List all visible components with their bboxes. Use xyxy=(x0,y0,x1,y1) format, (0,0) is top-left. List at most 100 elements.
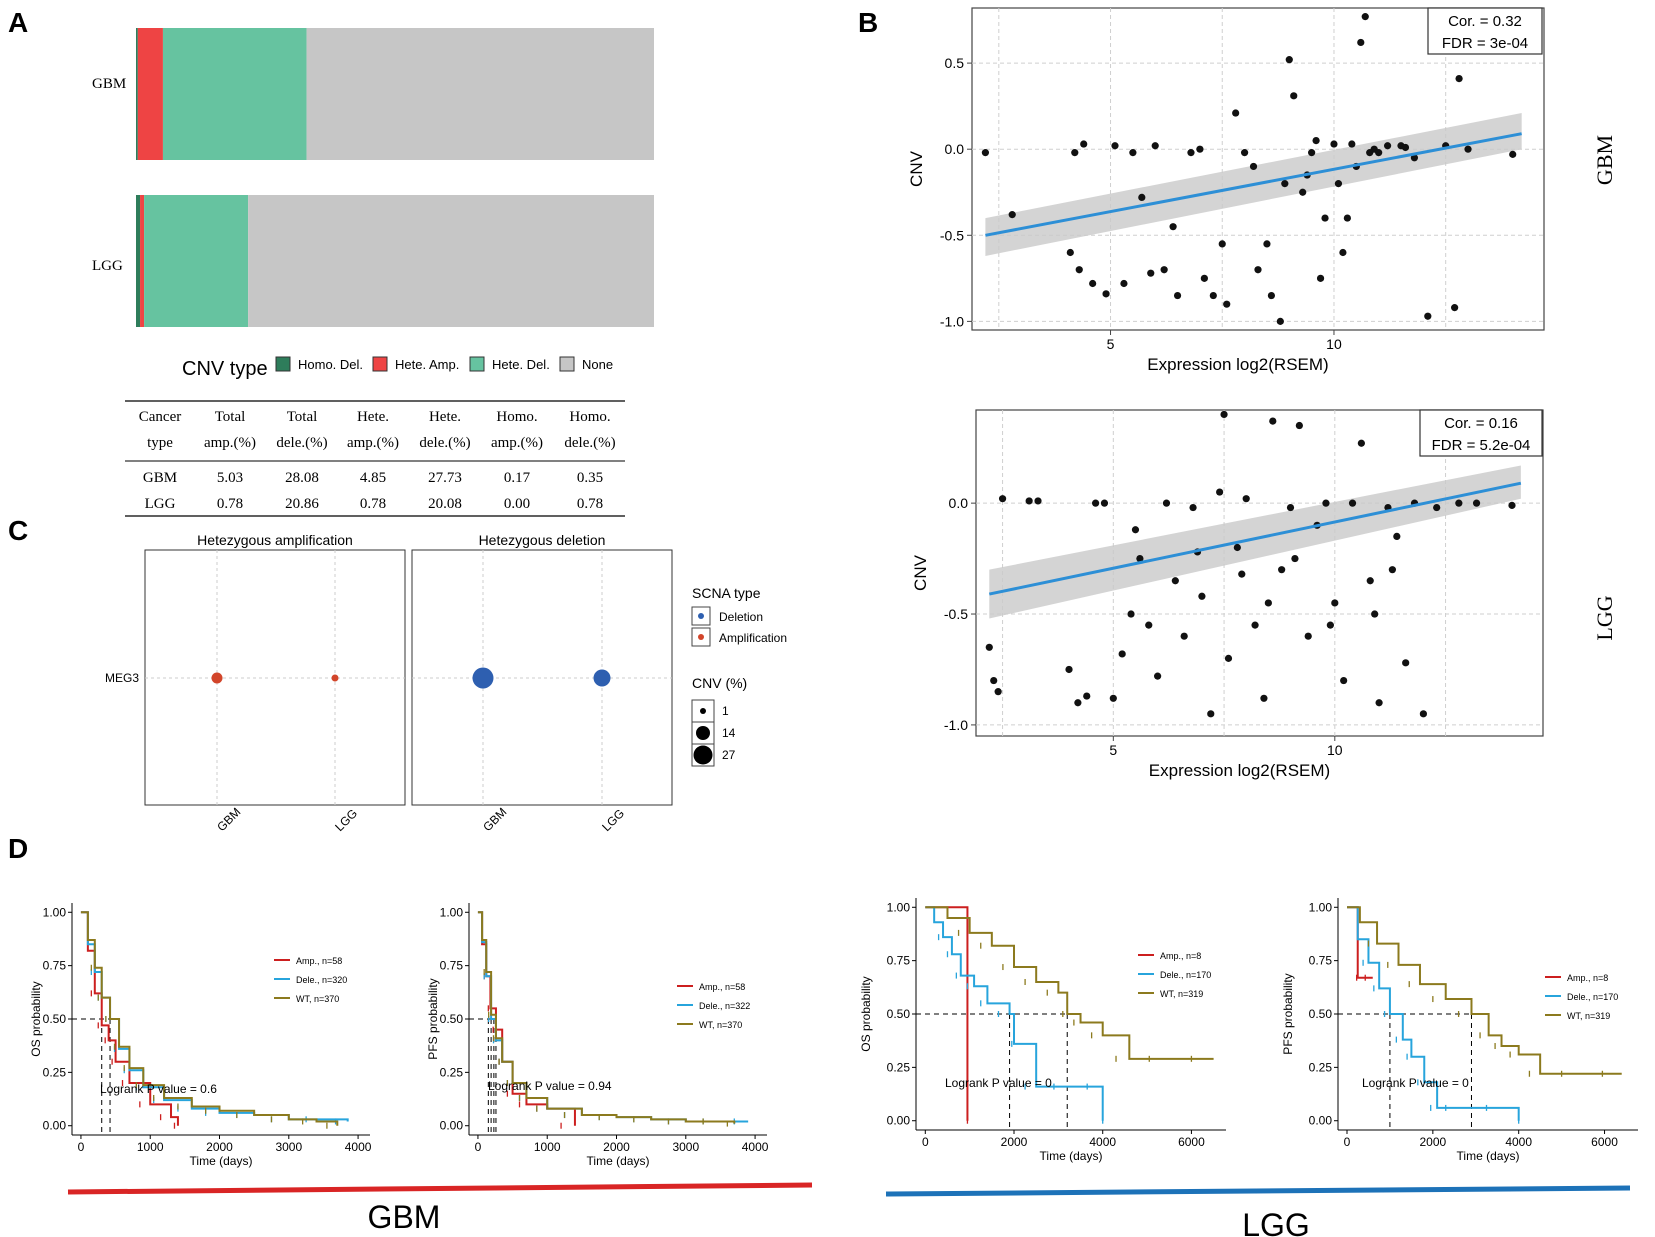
legend-title: CNV type xyxy=(182,358,268,380)
data-point xyxy=(1187,149,1195,157)
scatter-plot-gbm: 0.5 0.0 -0.5 -1.0 5 10 Expression log2(RSEM) CN… xyxy=(907,7,1545,374)
bar-label-lgg: LGG xyxy=(92,258,123,274)
regression-line xyxy=(988,481,1522,596)
data-point xyxy=(1242,495,1250,503)
data-point xyxy=(1339,248,1347,257)
logrank-label: Logrank P value = 0.6 xyxy=(100,1082,217,1096)
legend-swatch-homo-del xyxy=(275,356,291,372)
table-header: type xyxy=(147,435,173,451)
data-point xyxy=(1299,188,1307,196)
y-tick-label: 0.00 xyxy=(1309,1114,1333,1128)
data-point xyxy=(1334,180,1343,188)
x-tick-label: 1000 xyxy=(534,1140,561,1154)
data-point xyxy=(1251,621,1259,629)
legend-label: Amp., n=8 xyxy=(1567,973,1608,983)
table-cell: 28.08 xyxy=(285,470,319,486)
data-point xyxy=(985,643,993,651)
data-point xyxy=(1200,274,1208,282)
data-point xyxy=(1209,291,1217,300)
data-point xyxy=(1189,503,1197,512)
correlation-box xyxy=(1427,7,1543,55)
bar-segment-gbm-2 xyxy=(162,28,307,160)
data-point xyxy=(1138,193,1146,202)
correlation-label: Cor. = 0.32 xyxy=(1448,13,1522,30)
y-tick-label: 0.50 xyxy=(1309,1007,1333,1021)
y-tick-label: 0.75 xyxy=(887,954,911,968)
data-point xyxy=(1361,13,1369,21)
data-point xyxy=(1089,279,1097,288)
data-point xyxy=(1472,499,1481,507)
data-point xyxy=(981,149,990,157)
data-point xyxy=(1254,266,1262,274)
y-tick-label: 0.00 xyxy=(43,1119,67,1133)
fdr-label: FDR = 3e-04 xyxy=(1442,35,1528,52)
data-point xyxy=(1269,417,1277,425)
facet-title-amplification: Hetezygous amplification xyxy=(197,532,353,548)
legend-label-deletion: Deletion xyxy=(719,610,763,624)
data-point xyxy=(1281,180,1289,188)
table-cell: 4.85 xyxy=(360,470,386,486)
data-point xyxy=(1147,269,1155,277)
data-point xyxy=(1290,92,1298,100)
table-header: dele.(%) xyxy=(276,435,327,451)
data-point xyxy=(1402,659,1410,667)
facet-title-deletion: Hetezygous deletion xyxy=(479,532,606,548)
x-tick-gbm: GBM xyxy=(214,805,243,834)
data-point xyxy=(1322,499,1330,507)
x-tick-label: 6000 xyxy=(1178,1135,1205,1149)
legend-label-homo-del: Homo. Del. xyxy=(298,357,363,372)
km-curve-1 xyxy=(925,906,1104,1121)
x-tick-label: 4000 xyxy=(742,1140,769,1154)
confidence-band xyxy=(989,465,1521,619)
panel-a-stacked-bars xyxy=(136,28,654,327)
bubble-del-lgg xyxy=(593,669,611,687)
data-point xyxy=(1375,699,1383,707)
x-tick-label: 0 xyxy=(475,1140,482,1154)
table-cell: 0.35 xyxy=(577,470,603,486)
scatter-plot-lgg: 0.0 -0.5 -1.0 5 10 Expression log2(RSEM) CNV Co… xyxy=(911,409,1544,780)
data-point xyxy=(1249,162,1258,171)
group-label-gbm: GBM xyxy=(368,1199,441,1235)
data-point xyxy=(1348,140,1356,148)
legend-label: Amp., n=58 xyxy=(296,956,342,966)
group-label-lgg: LGG xyxy=(1242,1207,1310,1237)
data-point xyxy=(1136,554,1144,563)
data-point xyxy=(1371,610,1379,618)
x-axis-title: Expression log2(RSEM) xyxy=(1147,355,1328,374)
data-point xyxy=(1218,240,1226,248)
data-point xyxy=(1304,632,1312,640)
legend-label: Amp., n=58 xyxy=(699,982,745,992)
x-tick-label: 0 xyxy=(922,1135,929,1149)
data-point xyxy=(1127,610,1135,618)
x-tick-label: 3000 xyxy=(275,1140,302,1154)
y-tick-label: -0.5 xyxy=(944,606,968,622)
data-point xyxy=(1366,577,1374,585)
y-tick-label: 0.0 xyxy=(949,495,969,511)
data-point xyxy=(1169,223,1177,231)
table-header: dele.(%) xyxy=(419,435,470,451)
data-point xyxy=(1366,149,1374,157)
data-point xyxy=(1393,532,1401,541)
x-tick-lgg: LGG xyxy=(332,806,360,834)
data-point xyxy=(1267,291,1276,300)
legend-label-hete-amp: Hete. Amp. xyxy=(395,357,459,372)
legend-label: Dele., n=322 xyxy=(699,1001,750,1011)
data-point xyxy=(1223,300,1231,308)
table-header: Total xyxy=(215,409,246,425)
y-tick-label: 1.00 xyxy=(43,905,67,919)
data-point xyxy=(1464,145,1472,153)
y-tick-label: 0.00 xyxy=(887,1114,911,1128)
data-point xyxy=(1401,143,1410,152)
logrank-label: Logrank P value = 0 xyxy=(1362,1076,1469,1090)
data-point xyxy=(1260,694,1268,702)
table-cell: 27.73 xyxy=(428,470,462,486)
data-point xyxy=(1340,676,1348,685)
km-plot-gbm-pfs: 0.00 0.25 0.50 0.75 1.00 0 1000 2000 3000 4000 Tim… xyxy=(426,903,769,1168)
y-tick-label: 0.00 xyxy=(440,1119,464,1133)
y-axis-title: CNV xyxy=(911,554,930,591)
data-point xyxy=(1451,304,1459,312)
data-point xyxy=(1083,692,1091,700)
data-point xyxy=(1312,136,1320,145)
bar-segment-lgg-2 xyxy=(144,195,249,327)
data-point xyxy=(1388,566,1396,574)
